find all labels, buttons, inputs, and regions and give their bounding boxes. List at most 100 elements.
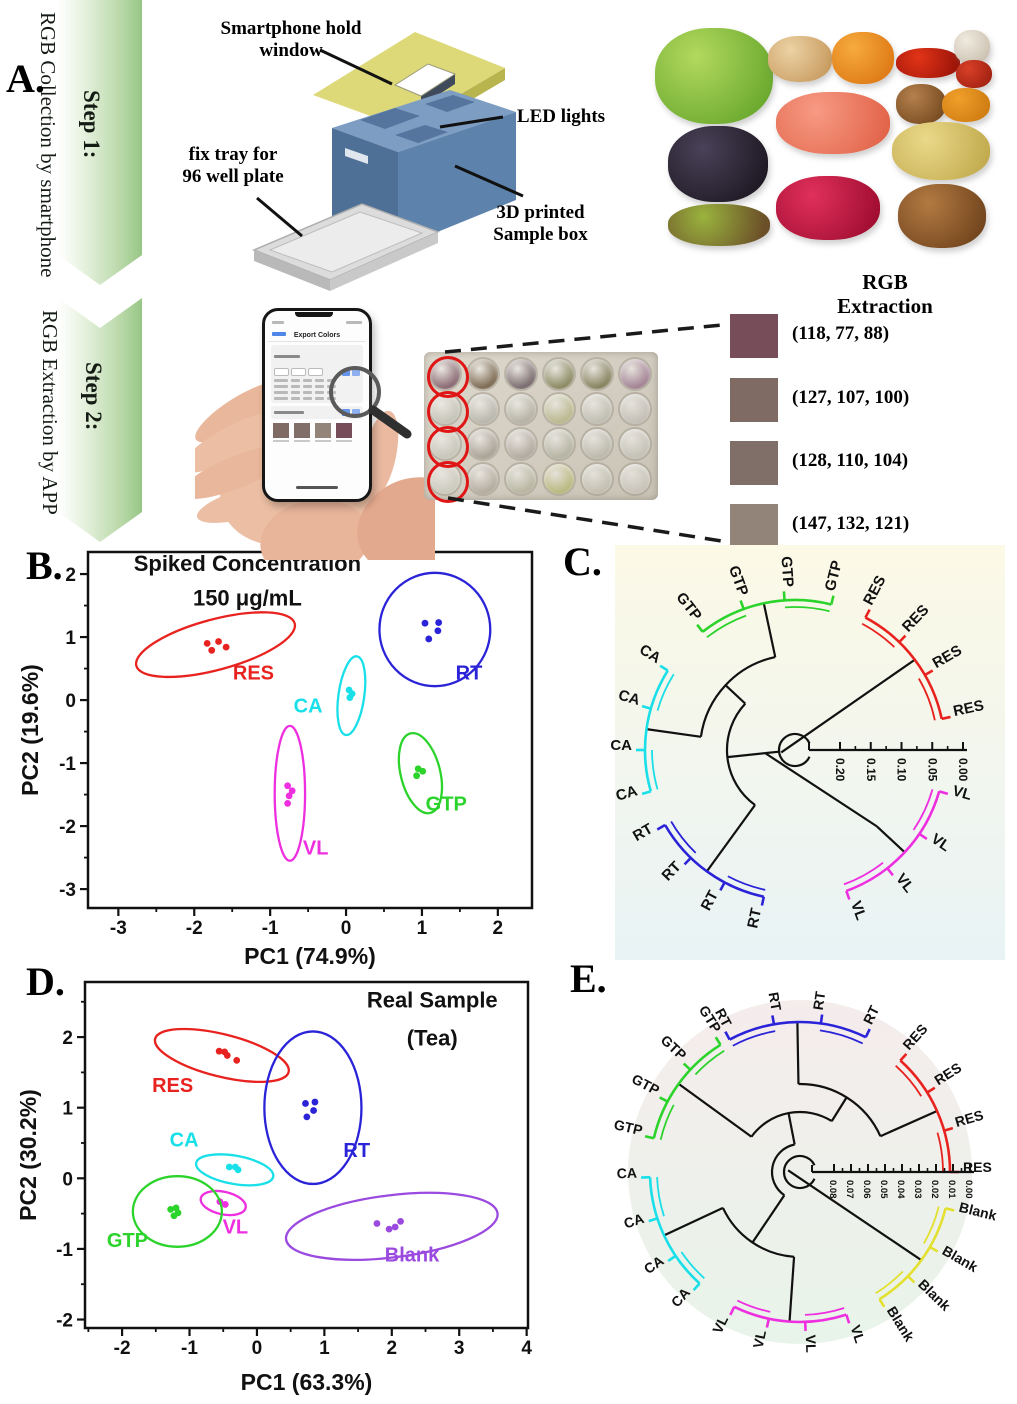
app-nav-bar: Export Colors — [268, 329, 366, 342]
step1-label: RGB Collection by smartphone — [36, 12, 60, 278]
svg-text:0.20: 0.20 — [833, 758, 847, 782]
svg-text:0.04: 0.04 — [895, 1180, 906, 1199]
food-hazelnuts — [898, 184, 986, 248]
pca-plot-real: -2 -1 0 1 2 3 4 -2 -1 0 1 2 PC1 (63.3%) PC2 (30.2%) Re… — [20, 980, 532, 1395]
svg-text:PC2 (19.6%): PC2 (19.6%) — [20, 664, 43, 796]
svg-text:GTP: GTP — [107, 1230, 148, 1252]
data-point — [435, 619, 443, 626]
cluster-ellipse-Blank — [284, 1191, 499, 1261]
save-icon[interactable] — [352, 368, 360, 376]
data-point — [434, 627, 442, 635]
export-option-chip[interactable] — [291, 368, 306, 376]
svg-text:-2: -2 — [56, 1311, 73, 1332]
step2-title: Step 2: — [81, 362, 106, 431]
data-point — [310, 1107, 317, 1114]
svg-text:2: 2 — [387, 1338, 398, 1359]
data-point — [373, 1220, 381, 1227]
rgb-extraction-header: RGB Extraction — [837, 270, 933, 318]
cluster-ellipse-GTP — [397, 731, 444, 815]
svg-text:-1: -1 — [181, 1338, 198, 1359]
svg-text:GTP: GTP — [426, 793, 467, 815]
svg-text:RT: RT — [744, 907, 765, 930]
svg-text:(Tea): (Tea) — [407, 1026, 458, 1051]
back-button[interactable] — [272, 332, 286, 336]
cluster-ellipse-RT — [263, 1030, 363, 1186]
svg-text:2: 2 — [493, 918, 504, 939]
food-cranberries — [776, 176, 880, 240]
well — [506, 394, 536, 424]
food-hazelnut-cocoa — [896, 84, 946, 124]
data-point — [311, 1098, 319, 1106]
data-point — [425, 635, 433, 643]
box-right — [398, 112, 516, 248]
phone-swatch[interactable] — [294, 423, 310, 442]
label-3d-printed-box: 3D printed Sample box — [493, 202, 588, 245]
export-option-chip[interactable] — [274, 368, 289, 376]
pca-plot-spiked: -3 -2 -1 0 1 2 -3 -2 -1 0 1 2 PC1 (74.9%) PC2 (19.6%)… — [20, 550, 534, 969]
well — [582, 359, 612, 389]
data-point — [391, 1223, 399, 1231]
status-bar — [268, 319, 366, 329]
svg-text:0.15: 0.15 — [864, 758, 878, 782]
rgb-swatch — [730, 378, 778, 422]
tray-inner — [268, 211, 424, 273]
data-point — [170, 1212, 178, 1220]
svg-text:RES: RES — [953, 1107, 985, 1130]
data-point — [419, 767, 427, 775]
data-point — [222, 643, 230, 651]
svg-text:150 μg/mL: 150 μg/mL — [193, 586, 302, 611]
svg-text:VL: VL — [847, 899, 870, 923]
annotation-line-box — [454, 164, 524, 198]
well — [468, 464, 498, 494]
save-icon[interactable] — [352, 409, 360, 416]
well — [544, 394, 574, 424]
phone-notch — [295, 312, 333, 317]
phone-swatch[interactable] — [273, 423, 289, 442]
panel-letter-e: E. — [570, 956, 607, 1001]
svg-text:CA: CA — [614, 782, 640, 804]
cluster-ellipse-CA — [194, 1153, 275, 1187]
well — [620, 464, 650, 494]
rgb-value: (118, 77, 88) — [792, 323, 890, 344]
rgb-value: (127, 107, 100) — [792, 387, 910, 408]
well — [468, 359, 498, 389]
svg-text:2: 2 — [65, 565, 76, 586]
step1-title: Step 1: — [79, 90, 104, 159]
data-point — [397, 1217, 404, 1225]
svg-text:Blank: Blank — [940, 1242, 981, 1275]
well — [620, 394, 650, 424]
svg-text:GTP: GTP — [612, 1116, 644, 1138]
box-compartment — [395, 125, 448, 143]
svg-text:PC1 (74.9%): PC1 (74.9%) — [244, 943, 376, 969]
svg-text:0.01: 0.01 — [946, 1180, 957, 1199]
svg-text:1: 1 — [319, 1338, 330, 1359]
food-salmon — [776, 92, 890, 154]
svg-text:0.08: 0.08 — [827, 1180, 838, 1199]
cluster-ellipse-GTP — [131, 1175, 224, 1248]
label-led-lights: LED lights — [516, 106, 606, 127]
data-point — [303, 1113, 311, 1121]
label-fix-tray: fix tray for 96 well plate — [182, 144, 284, 187]
svg-text:CA: CA — [616, 1165, 637, 1182]
data-point — [346, 694, 354, 701]
export-option-chip[interactable] — [308, 368, 323, 376]
share-icon[interactable] — [342, 368, 350, 376]
svg-text:0.02: 0.02 — [929, 1180, 940, 1199]
cluster-ellipse-CA — [336, 655, 367, 737]
food-mini-peppers — [956, 60, 992, 88]
cluster-ellipse-RT — [378, 571, 492, 688]
svg-text:-2: -2 — [114, 1338, 131, 1359]
food-apricots — [832, 32, 894, 84]
svg-text:RES: RES — [952, 697, 986, 720]
well — [544, 359, 574, 389]
phone-swatch[interactable] — [315, 423, 331, 442]
svg-text:0: 0 — [341, 918, 352, 939]
svg-text:0.07: 0.07 — [844, 1180, 855, 1199]
food-green-apples — [655, 28, 773, 124]
well — [544, 429, 574, 459]
phone-swatch[interactable] — [336, 423, 352, 442]
svg-text:VL: VL — [848, 1323, 869, 1345]
panel-letter-d: D. — [26, 959, 65, 1004]
svg-text:0.05: 0.05 — [925, 758, 939, 782]
data-point — [167, 1205, 175, 1213]
